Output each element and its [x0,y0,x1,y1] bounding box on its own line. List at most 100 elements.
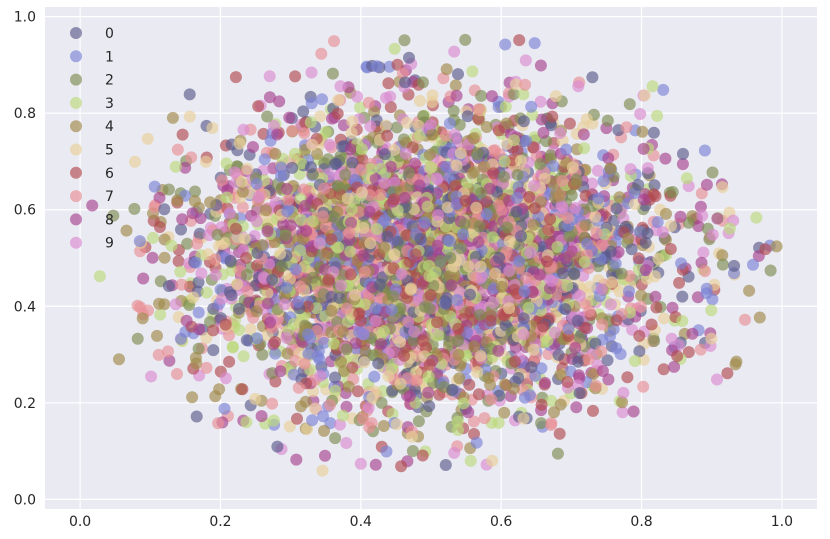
scatter-point-series-7 [343,226,356,239]
scatter-point-series-4 [753,311,766,324]
scatter-point-series-4 [299,395,312,408]
scatter-point-series-0 [552,348,565,361]
scatter-point-series-4 [256,239,269,251]
scatter-point-series-6 [645,318,658,331]
scatter-point-series-7 [739,313,751,326]
scatter-point-series-8 [264,316,276,329]
scatter-point-series-6 [553,427,566,440]
scatter-point-series-5 [716,181,729,194]
scatter-point-series-4 [153,297,166,310]
scatter-point-series-4 [482,371,495,384]
scatter-point-series-9 [656,226,669,239]
scatter-point-series-1 [470,436,483,449]
scatter-point-series-3 [377,325,390,338]
scatter-point-series-7 [317,182,330,195]
scatter-point-series-6 [511,144,524,157]
scatter-point-series-7 [590,226,603,239]
scatter-point-series-9 [545,274,558,287]
scatter-point-series-0 [423,400,436,413]
scatter-point-series-7 [556,174,569,187]
scatter-point-series-1 [614,348,627,360]
scatter-point-series-0 [304,161,317,174]
scatter-point-series-9 [364,120,377,133]
scatter-point-series-6 [664,243,677,255]
scatter-point-series-2 [535,417,548,430]
scatter-point-series-4 [151,329,163,342]
scatter-point-series-7 [292,381,305,394]
scatter-point-series-8 [153,191,166,204]
scatter-point-series-0 [525,361,538,374]
scatter-point-series-6 [673,276,686,289]
scatter-point-series-2 [511,168,524,181]
scatter-point-series-0 [573,387,586,400]
scatter-point-series-3 [545,394,558,407]
scatter-point-series-1 [174,332,187,345]
scatter-point-series-3 [294,213,307,226]
scatter-point-series-9 [314,369,327,382]
scatter-point-series-2 [375,396,388,409]
scatter-point-series-4 [527,218,540,231]
scatter-point-series-5 [589,210,602,223]
scatter-point-series-5 [474,260,487,273]
scatter-point-series-5 [538,172,551,185]
scatter-point-series-2 [162,183,175,196]
scatter-point-series-8 [649,290,662,303]
scatter-point-series-9 [572,80,585,93]
scatter-point-series-5 [514,154,527,167]
scatter-point-series-7 [282,194,294,207]
scatter-point-series-8 [146,251,159,264]
scatter-point-series-3 [359,298,371,311]
y-tick-label: 1.0 [14,10,36,26]
scatter-point-series-0 [376,271,389,284]
scatter-point-series-0 [325,290,338,303]
scatter-point-series-7 [175,278,188,291]
scatter-point-series-4 [158,251,171,264]
scatter-point-series-5 [613,285,626,298]
scatter-point-series-1 [651,216,664,229]
scatter-point-series-3 [221,191,233,204]
scatter-point-series-4 [587,368,600,381]
scatter-point-series-8 [179,161,192,174]
scatter-point-series-9 [573,289,586,302]
scatter-point-series-7 [320,220,332,233]
legend-label: 1 [105,49,114,65]
scatter-point-series-7 [340,302,353,315]
scatter-point-series-9 [248,230,261,242]
scatter-point-series-5 [301,422,314,435]
scatter-point-series-3 [332,241,345,254]
scatter-point-series-8 [299,199,312,212]
scatter-point-series-1 [190,256,202,269]
scatter-point-series-6 [657,363,670,376]
scatter-point-series-7 [358,266,371,278]
scatter-point-series-4 [604,162,617,175]
scatter-point-series-4 [552,189,565,202]
scatter-point-series-5 [358,356,371,369]
scatter-point-series-6 [540,255,553,268]
scatter-point-series-6 [650,301,663,314]
scatter-point-series-5 [345,127,358,139]
scatter-point-series-7 [148,201,161,214]
scatter-point-series-7 [209,253,222,266]
scatter-point-series-2 [764,264,777,277]
scatter-point-series-0 [572,355,585,368]
scatter-point-series-9 [195,267,208,280]
scatter-point-series-7 [467,415,480,428]
scatter-point-series-5 [382,370,395,383]
scatter-point-series-0 [297,105,310,118]
scatter-point-series-6 [236,383,249,396]
scatter-point-series-5 [379,119,392,132]
scatter-point-series-1 [581,237,593,250]
scatter-point-series-7 [298,357,311,370]
scatter-point-series-5 [388,144,401,156]
scatter-point-series-3 [413,129,426,142]
scatter-point-series-1 [623,285,635,298]
scatter-point-series-7 [492,199,505,212]
scatter-point-series-6 [395,460,408,473]
scatter-point-series-2 [601,114,614,127]
scatter-point-series-1 [368,370,381,383]
scatter-point-series-2 [390,121,403,134]
scatter-point-series-0 [728,259,741,272]
scatter-point-series-1 [451,294,464,306]
scatter-point-series-9 [362,401,375,414]
scatter-point-series-0 [346,156,359,169]
